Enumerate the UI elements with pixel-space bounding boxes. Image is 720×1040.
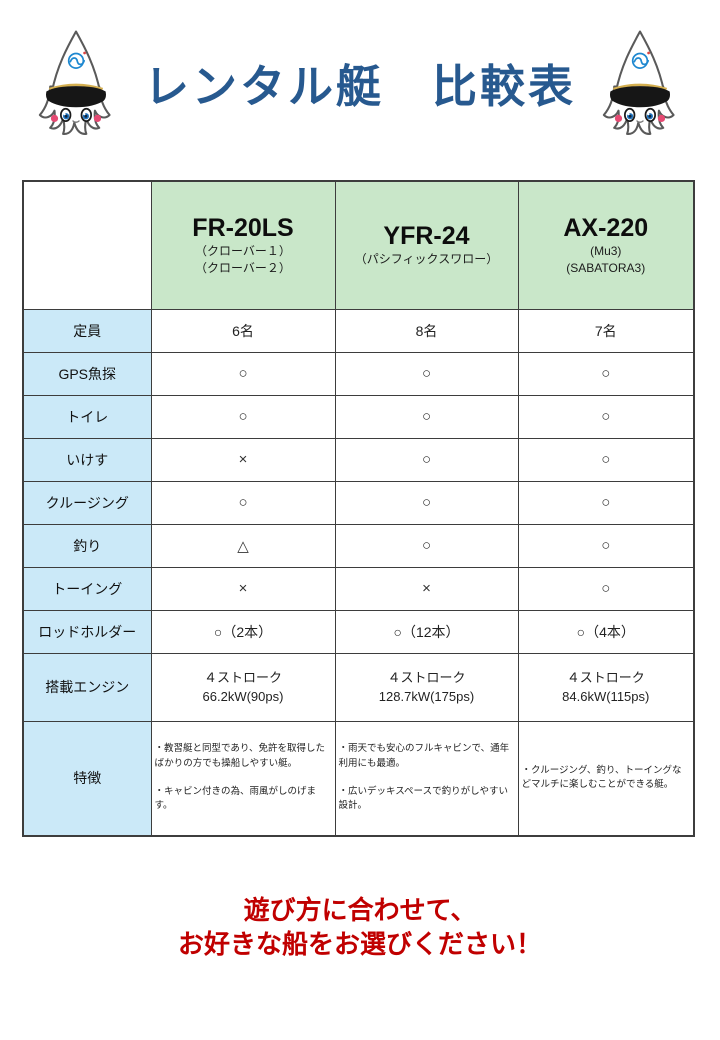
value-line: 84.6kW(115ps) [562, 689, 650, 704]
value-cell: ○ [517, 351, 695, 396]
row-label: トーイング [22, 566, 152, 611]
value-cell: ○ [334, 523, 519, 568]
model-subtitle: （パシフィックスワロー） [354, 252, 499, 267]
value-line: ４ストローク [203, 669, 282, 685]
value-cell: 8名 [334, 308, 519, 353]
value-cell: ○ [517, 480, 695, 525]
row-label: GPS魚探 [22, 351, 152, 396]
value-cell: ○ [150, 480, 336, 525]
table-row: 釣り △ ○ ○ [22, 523, 695, 568]
value-cell: △ [150, 523, 336, 568]
value-cell: ○ [334, 394, 519, 439]
value-cell: 7名 [517, 308, 695, 353]
feature-paragraph: ・広いデッキスペースで釣りがしやすい設計。 [338, 785, 508, 812]
model-name: FR-20LS [192, 214, 294, 243]
value-line: 66.2kW(90ps) [202, 689, 284, 704]
value-cell: ○ [150, 351, 336, 396]
value-cell: ４ストローク 128.7kW(175ps) [334, 652, 519, 722]
model-subtitle: (SABATORA3) [566, 260, 646, 275]
model-header-ax-220: AX-220 (Mu3) (SABATORA3) [517, 180, 695, 310]
table-row: GPS魚探 ○ ○ ○ [22, 351, 695, 396]
model-subtitle: （クローバー１） [195, 243, 291, 258]
comparison-table: FR-20LS （クローバー１） （クローバー２） YFR-24 （パシフィックスワロー… [22, 180, 695, 837]
model-header-fr-20ls: FR-20LS （クローバー１） （クローバー２） [150, 180, 336, 310]
table-row: トイレ ○ ○ ○ [22, 394, 695, 439]
header-row: FR-20LS （クローバー１） （クローバー２） YFR-24 （パシフィックスワロー… [22, 180, 695, 310]
value-cell: ○ [517, 437, 695, 482]
feature-paragraph: ・教習艇と同型であり、免許を取得したばかりの方でも操船しやすい艇。 [154, 743, 326, 770]
value-line: ４ストローク [566, 669, 645, 685]
value-cell: ○ [517, 566, 695, 611]
page-title: レンタル艇 比較表 [143, 61, 576, 112]
footer-note: 遊び方に合わせて、 お好きな船をお選びください！ [0, 894, 720, 962]
table-body: 定員 6名 8名 7名 GPS魚探 ○ ○ ○ トイレ ○ ○ ○ いけす × ○ ○ クルージング ○ ○ ○ 釣り △… [22, 308, 695, 837]
value-line: 128.7kW(175ps) [378, 689, 475, 704]
feature-paragraph: ・雨天でも安心のフルキャビンで、通年利用にも最適。 [338, 743, 510, 770]
value-cell: × [334, 566, 519, 611]
value-cell: ・クルージング、釣り、トーイングなどマルチに楽しむことができる艇。 [517, 720, 695, 837]
table-row: クルージング ○ ○ ○ [22, 480, 695, 525]
model-name: AX-220 [563, 214, 649, 243]
row-label: 搭載エンジン [22, 652, 152, 722]
corner-cell [22, 180, 152, 310]
value-cell: ○ [334, 480, 519, 525]
value-cell: ・教習艇と同型であり、免許を取得したばかりの方でも操船しやすい艇。 ・キャビン付き… [150, 720, 336, 837]
row-label: クルージング [22, 480, 152, 525]
model-subtitle: (Mu3) [590, 243, 622, 258]
value-cell: ４ストローク 66.2kW(90ps) [150, 652, 336, 722]
row-label: 特徴 [22, 720, 152, 837]
table-row: 定員 6名 8名 7名 [22, 308, 695, 353]
table-row: ロッドホルダー ○（2本） ○（12本） ○（4本） [22, 609, 695, 654]
row-label: ロッドホルダー [22, 609, 152, 654]
model-name: YFR-24 [383, 222, 470, 251]
table-row: トーイング × × ○ [22, 566, 695, 611]
feature-paragraph: ・キャビン付きの為、雨風がしのげます。 [154, 785, 317, 812]
value-cell: ○ [150, 394, 336, 439]
value-line: ４ストローク [387, 669, 466, 685]
row-label: 釣り [22, 523, 152, 568]
value-cell: ○ [517, 394, 695, 439]
row-label: 定員 [22, 308, 152, 353]
table-row: いけす × ○ ○ [22, 437, 695, 482]
footer-line-1: 遊び方に合わせて、 [243, 895, 477, 925]
table-row: 特徴 ・教習艇と同型であり、免許を取得したばかりの方でも操船しやすい艇。 ・キャビン… [22, 720, 695, 837]
value-cell: ４ストローク 84.6kW(115ps) [517, 652, 695, 722]
feature-paragraph: ・クルージング、釣り、トーイングなどマルチに楽しむことができる艇。 [521, 764, 682, 791]
value-cell: ○ [517, 523, 695, 568]
squid-captain-mascot [602, 30, 675, 136]
row-label: トイレ [22, 394, 152, 439]
table-row: 搭載エンジン ４ストローク 66.2kW(90ps) ４ストローク 128.7kW(17… [22, 652, 695, 722]
model-subtitle: （クローバー２） [195, 260, 291, 275]
value-cell: ○（12本） [334, 609, 519, 654]
model-header-yfr-24: YFR-24 （パシフィックスワロー） [334, 180, 519, 310]
value-cell: ○（4本） [517, 609, 695, 654]
value-cell: ○（2本） [150, 609, 336, 654]
value-cell: 6名 [150, 308, 336, 353]
row-label: いけす [22, 437, 152, 482]
footer-line-2: お好きな船をお選びください！ [177, 928, 542, 959]
value-cell: ○ [334, 437, 519, 482]
value-cell: ○ [334, 351, 519, 396]
value-cell: ・雨天でも安心のフルキャビンで、通年利用にも最適。 ・広いデッキスペースで釣りがし… [334, 720, 519, 837]
value-cell: × [150, 566, 336, 611]
value-cell: × [150, 437, 336, 482]
